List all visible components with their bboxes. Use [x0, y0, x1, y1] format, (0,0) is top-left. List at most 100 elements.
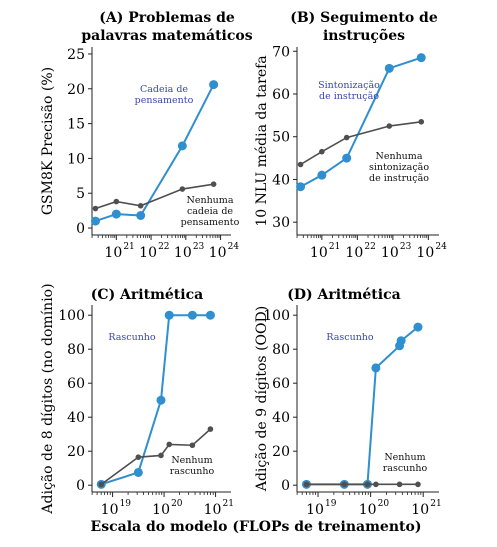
data-point-blue	[416, 53, 426, 63]
y-tick-label: 70	[272, 44, 290, 60]
y-axis-label: 10 NLU média da tarefa	[254, 55, 270, 226]
panel-title-line: instruções	[323, 27, 405, 44]
y-tick-label: 25	[67, 47, 85, 63]
data-point-blue	[111, 209, 121, 219]
y-tick-label: 60	[67, 376, 85, 392]
data-point-blue	[317, 170, 327, 180]
y-tick-label: 5	[76, 186, 85, 202]
series-annotation-line: cadeia de	[187, 206, 233, 217]
data-point-blue	[133, 467, 143, 477]
x-tick-label: 10	[152, 502, 170, 518]
series-annotation-line: de instrução	[319, 91, 379, 102]
x-tick-label: 10	[101, 502, 119, 518]
data-point-blue	[136, 211, 146, 221]
y-tick-label: 20	[272, 444, 290, 460]
data-point-blue	[90, 216, 100, 226]
y-tick-label: 0	[76, 478, 85, 494]
series-annotation-line: pensamento	[181, 217, 240, 228]
x-tick-label: 10	[204, 502, 222, 518]
series-annotation-line: pensamento	[135, 95, 194, 106]
data-point-gray	[207, 426, 214, 432]
data-point-gray	[135, 454, 142, 460]
x-tick-exponent: 21	[329, 242, 340, 252]
x-tick-label: 10	[411, 502, 429, 518]
series-annotation-line: Nenhum	[384, 452, 425, 463]
x-tick-label: 10	[139, 245, 157, 261]
data-point-blue	[177, 141, 187, 151]
panel-title-line: (B) Seguimento de	[290, 10, 438, 26]
data-point-gray	[364, 481, 371, 488]
data-point-blue	[342, 153, 352, 163]
y-tick-label: 40	[272, 410, 290, 426]
series-annotation: Nenhuma sintonização de instrução	[369, 151, 429, 184]
series-annotation: Nenhuma cadeia de pensamento	[181, 195, 240, 228]
series-line-gray	[100, 428, 211, 485]
data-point-gray	[373, 481, 379, 488]
y-tick-label: 20	[67, 82, 85, 98]
series-annotation: Nenhum rascunho	[383, 452, 428, 474]
x-tick-label: 10	[104, 245, 122, 261]
x-tick-exponent: 23	[193, 242, 205, 252]
y-axis-label: Adição de 9 dígitos (OOD)	[254, 306, 270, 492]
y-tick-label: 0	[281, 478, 290, 494]
x-tick-exponent: 20	[378, 499, 390, 509]
panel-A: (A) Problemas de palavras matemáticos 0 5 10…	[40, 10, 253, 261]
x-tick-exponent: 20	[171, 499, 183, 509]
data-point-blue	[413, 322, 423, 332]
series-annotation: Nenhum rascunho	[170, 455, 215, 477]
data-point-gray	[343, 134, 350, 141]
data-point-blue	[384, 63, 394, 73]
x-tick-label: 10	[381, 245, 399, 261]
data-point-gray	[303, 481, 310, 488]
x-tick-exponent: 19	[325, 499, 337, 509]
x-tick-label: 10	[310, 245, 328, 261]
data-point-gray	[98, 481, 105, 488]
data-point-blue	[156, 395, 166, 405]
y-tick-label: 80	[272, 342, 290, 358]
data-point-gray	[158, 452, 164, 459]
y-tick-label: 60	[272, 376, 290, 392]
series-annotation-line: Cadeia de	[140, 84, 188, 95]
y-tick-label: 15	[67, 117, 85, 133]
panel-title-line: (C) Aritmética	[91, 287, 203, 303]
x-tick-label: 10	[359, 502, 377, 518]
panel-title-line: (A) Problemas de	[99, 10, 235, 26]
y-tick-label: 30	[272, 215, 290, 231]
x-tick-label: 10	[174, 245, 192, 261]
data-point-blue	[396, 336, 406, 346]
x-tick-exponent: 21	[430, 499, 441, 509]
y-axis-label: GSM8K Precisão (%)	[40, 67, 56, 215]
data-point-gray	[396, 481, 403, 488]
x-tick-label: 10	[345, 245, 363, 261]
x-tick-exponent: 22	[364, 242, 375, 252]
y-tick-label: 40	[272, 172, 290, 188]
panel-title-line: palavras matemáticos	[81, 28, 252, 44]
data-point-gray	[297, 161, 304, 168]
x-tick-label: 10	[416, 245, 434, 261]
series-annotation: Rascunho	[326, 332, 374, 343]
series-annotation: Sintonização de instrução	[318, 80, 380, 102]
series-annotation-line: Sintonização	[318, 80, 380, 91]
series-annotation-line: de instrução	[369, 173, 429, 184]
data-point-gray	[341, 481, 348, 488]
y-tick-label: 50	[272, 130, 290, 146]
series-annotation-line: rascunho	[170, 466, 215, 477]
y-tick-label: 20	[67, 444, 85, 460]
series-annotation-line: Rascunho	[108, 332, 156, 343]
y-tick-label: 0	[76, 221, 85, 237]
data-point-gray	[166, 441, 173, 448]
data-point-gray	[137, 202, 144, 209]
x-tick-exponent: 21	[223, 499, 234, 509]
y-tick-label: 80	[67, 342, 85, 358]
y-tick-label: 10	[67, 151, 85, 167]
y-tick-label: 60	[272, 87, 290, 103]
series-annotation-line: sintonização	[369, 162, 429, 173]
data-point-blue	[164, 310, 174, 320]
data-point-gray	[415, 481, 421, 488]
x-tick-exponent: 24	[228, 242, 240, 252]
y-tick-label: 100	[263, 308, 290, 324]
